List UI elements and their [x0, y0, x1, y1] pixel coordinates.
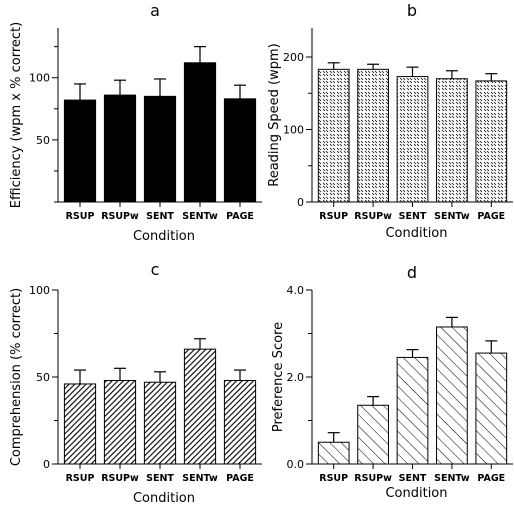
- x-axis-label: Condition: [385, 486, 447, 501]
- y-tick-label: 100: [29, 284, 50, 297]
- y-tick-label: 2.0: [287, 371, 305, 384]
- x-tick-label: SENT: [146, 473, 174, 484]
- y-axis-label: Reading Speed (wpm): [267, 43, 282, 186]
- bar-sentw: [436, 326, 468, 465]
- panel-b: b Reading Speed (wpm) Condition 0 100 200 RSUP…: [267, 1, 513, 241]
- bar-rsupw: [103, 379, 137, 465]
- x-axis-label: Condition: [133, 491, 195, 506]
- y-axis-label: Preference Score: [271, 322, 286, 432]
- y-tick-label: 50: [36, 134, 50, 147]
- x-tick-label: RSUP: [319, 473, 348, 484]
- panel-title: d: [407, 263, 417, 282]
- bar-page: [223, 98, 257, 203]
- panel-a: a Efficiency (wpm x % correct) Condition 50…: [9, 1, 262, 244]
- x-tick-label: SENTw: [434, 211, 470, 222]
- x-tick-label: PAGE: [477, 211, 505, 222]
- bar-sentw: [183, 348, 217, 465]
- x-tick-label: RSUPw: [354, 211, 392, 222]
- bar-rsupw: [357, 404, 389, 465]
- bar-sentw: [183, 62, 217, 203]
- panel-title: b: [407, 1, 417, 20]
- panel-c: c Comprehension (% correct) Condition 0 50 10…: [9, 260, 262, 506]
- x-tick-label: RSUPw: [101, 473, 139, 484]
- bar-sentw: [436, 78, 468, 203]
- bar-page: [475, 352, 508, 465]
- x-tick-label: RSUP: [319, 211, 348, 222]
- y-tick-label: 50: [36, 371, 50, 384]
- x-tick-label: RSUPw: [101, 211, 139, 222]
- panel-title: a: [150, 1, 160, 20]
- bar-sent: [143, 95, 177, 203]
- y-axis-label: Efficiency (wpm x % correct): [9, 22, 24, 208]
- bar-rsupw: [357, 68, 389, 203]
- y-tick-label: 100: [29, 72, 50, 85]
- panel-d: d Preference Score Condition 0.0 2.0 4.0 RSUP R…: [271, 263, 513, 501]
- x-tick-label: PAGE: [226, 211, 254, 222]
- y-tick-label: 4.0: [287, 284, 305, 297]
- y-tick-label: 0: [43, 458, 50, 471]
- y-tick-label: 0.0: [287, 458, 305, 471]
- x-tick-label: PAGE: [477, 473, 505, 484]
- x-axis-label: Condition: [133, 229, 195, 244]
- y-tick-label: 100: [283, 124, 304, 137]
- x-tick-label: SENT: [399, 211, 427, 222]
- bar-rsup: [63, 383, 97, 465]
- x-tick-label: SENTw: [182, 211, 218, 222]
- y-tick-label: 200: [283, 51, 304, 64]
- y-axis-label: Comprehension (% correct): [9, 288, 24, 466]
- x-tick-label: SENT: [399, 473, 427, 484]
- y-tick-label: 0: [297, 196, 304, 209]
- bar-sent: [143, 381, 177, 465]
- x-axis-label: Condition: [385, 226, 447, 241]
- bar-page: [475, 80, 508, 203]
- bar-page: [223, 379, 257, 465]
- bar-sent: [396, 76, 429, 203]
- x-tick-label: PAGE: [226, 473, 254, 484]
- x-tick-label: RSUP: [66, 211, 95, 222]
- x-tick-label: RSUP: [66, 473, 95, 484]
- x-tick-label: SENTw: [182, 473, 218, 484]
- panel-title: c: [151, 260, 160, 279]
- bar-rsup: [317, 68, 350, 203]
- bar-sent: [396, 356, 429, 465]
- bar-rsupw: [103, 94, 137, 203]
- x-tick-label: SENTw: [434, 473, 470, 484]
- bar-rsup: [317, 441, 350, 465]
- x-tick-label: RSUPw: [354, 473, 392, 484]
- bar-rsup: [63, 99, 97, 203]
- x-tick-label: SENT: [146, 211, 174, 222]
